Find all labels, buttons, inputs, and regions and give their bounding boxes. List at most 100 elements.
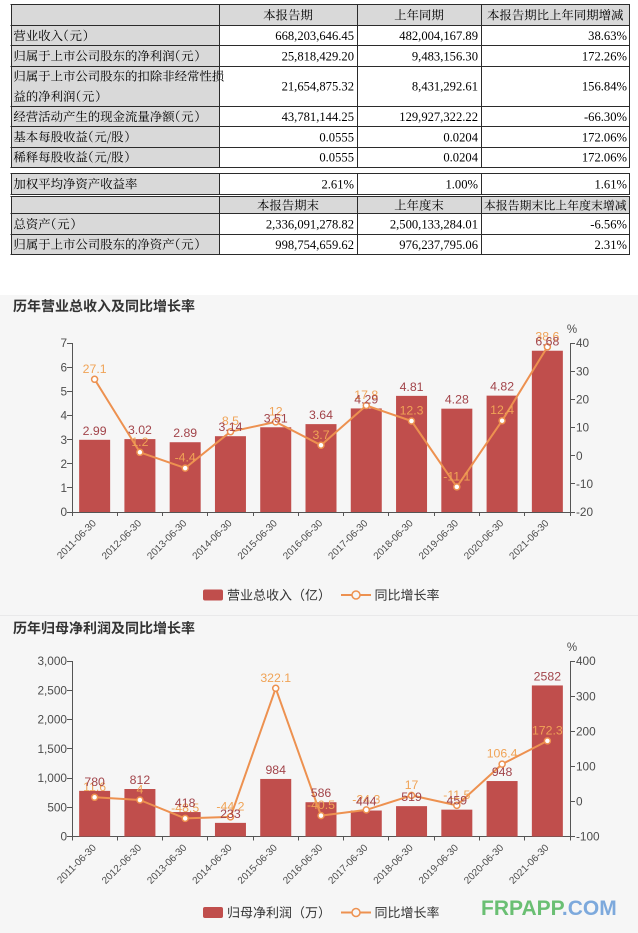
svg-text:6.68: 6.68 [535,335,559,349]
svg-text:%: % [567,324,577,336]
svg-text:0.0555: 0.0555 [319,130,354,144]
svg-text:FRPAPP.COM: FRPAPP.COM [481,897,617,920]
svg-text:444: 444 [356,795,377,809]
svg-text:519: 519 [401,790,422,804]
svg-text:322.1: 322.1 [260,671,291,685]
svg-text:4: 4 [60,409,67,423]
svg-text:9,483,156.30: 9,483,156.30 [412,49,478,63]
svg-text:172.06%: 172.06% [582,151,628,165]
svg-text:10: 10 [576,421,590,435]
svg-text:418: 418 [175,796,196,810]
svg-text:812: 812 [130,773,151,787]
svg-text:300: 300 [576,689,596,703]
svg-text:4.28: 4.28 [445,393,469,407]
svg-text:459: 459 [447,794,468,808]
svg-text:7: 7 [60,336,67,350]
svg-text:-40.5: -40.5 [307,798,335,812]
svg-text:156.84%: 156.84% [582,80,628,94]
svg-text:-11.1: -11.1 [443,469,470,483]
svg-text:%: % [567,642,577,654]
svg-text:5: 5 [60,384,67,398]
svg-text:668,203,646.45: 668,203,646.45 [275,29,354,43]
svg-text:30: 30 [576,364,590,378]
svg-text:-48.5: -48.5 [171,801,199,815]
svg-text:8.5: 8.5 [222,414,239,428]
svg-text:0.0204: 0.0204 [443,151,478,165]
svg-text:0: 0 [60,830,67,844]
svg-text:-11.5: -11.5 [443,788,470,802]
svg-text:-44.2: -44.2 [216,799,244,813]
svg-text:0: 0 [576,795,583,809]
svg-text:998,754,659.62: 998,754,659.62 [275,238,354,252]
svg-text:3,000: 3,000 [37,654,67,668]
svg-text:4: 4 [136,782,143,796]
svg-text:129,927,322.22: 129,927,322.22 [399,110,478,124]
svg-text:172.3: 172.3 [532,723,563,737]
svg-text:2.31%: 2.31% [594,238,627,252]
svg-text:12.4: 12.4 [490,403,514,417]
svg-text:2.89: 2.89 [173,426,197,440]
svg-text:40: 40 [576,336,590,350]
svg-text:3: 3 [60,433,67,447]
svg-text:500: 500 [47,800,67,814]
svg-text:2,000: 2,000 [37,713,67,727]
svg-text:4.82: 4.82 [490,380,514,394]
svg-text:21,654,875.32: 21,654,875.32 [282,80,354,94]
svg-text:0.0204: 0.0204 [443,130,478,144]
svg-text:12.3: 12.3 [400,404,424,418]
svg-text:400: 400 [576,654,596,668]
svg-text:11.6: 11.6 [83,780,106,794]
svg-text:4.29: 4.29 [354,392,378,406]
svg-text:38.63%: 38.63% [588,29,627,43]
svg-text:1.00%: 1.00% [445,177,478,191]
svg-text:2,336,091,278.82: 2,336,091,278.82 [266,218,354,232]
svg-text:984: 984 [265,763,286,777]
svg-text:172.26%: 172.26% [582,49,628,63]
svg-text:8,431,292.61: 8,431,292.61 [412,80,478,94]
svg-text:-6.56%: -6.56% [590,218,627,232]
svg-text:2: 2 [60,457,67,471]
svg-text:106.4: 106.4 [487,747,518,761]
svg-text:482,004,167.89: 482,004,167.89 [399,29,478,43]
svg-text:1: 1 [60,481,67,495]
svg-text:-20: -20 [576,505,593,519]
svg-text:586: 586 [311,786,332,800]
svg-text:0.0555: 0.0555 [319,151,354,165]
svg-text:0: 0 [576,449,583,463]
svg-text:780: 780 [84,775,105,789]
svg-text:200: 200 [576,724,596,738]
svg-text:27.1: 27.1 [83,362,107,376]
svg-text:3.14: 3.14 [218,420,242,434]
svg-text:948: 948 [492,765,513,779]
svg-text:-24.3: -24.3 [352,792,380,806]
svg-text:0: 0 [60,505,67,519]
svg-text:2,500: 2,500 [37,683,67,697]
svg-text:2,500,133,284.01: 2,500,133,284.01 [390,218,478,232]
svg-text:-4.4: -4.4 [175,451,196,465]
svg-text:233: 233 [220,807,241,821]
svg-text:1,500: 1,500 [37,742,67,756]
svg-text:17.8: 17.8 [354,388,378,402]
svg-text:-10: -10 [576,477,593,491]
svg-text:6: 6 [60,360,67,374]
svg-text:100: 100 [576,760,596,774]
svg-text:25,818,429.20: 25,818,429.20 [282,49,354,63]
svg-text:3.7: 3.7 [312,428,329,442]
svg-text:4.81: 4.81 [400,380,424,394]
svg-text:1,000: 1,000 [37,771,67,785]
svg-text:38.6: 38.6 [535,329,559,343]
svg-text:3.64: 3.64 [309,408,333,422]
svg-text:3.51: 3.51 [264,411,288,425]
svg-text:-100: -100 [576,830,600,844]
svg-text:20: 20 [576,393,590,407]
svg-text:172.06%: 172.06% [582,130,628,144]
svg-text:17: 17 [405,778,419,792]
svg-text:2.99: 2.99 [83,424,107,438]
svg-text:43,781,144.25: 43,781,144.25 [282,110,354,124]
svg-text:2582: 2582 [534,669,562,683]
svg-text:-66.30%: -66.30% [584,110,628,124]
svg-text:1.2: 1.2 [131,435,148,449]
svg-text:3.02: 3.02 [128,423,152,437]
svg-text:2.61%: 2.61% [321,177,354,191]
svg-text:1.61%: 1.61% [594,177,627,191]
